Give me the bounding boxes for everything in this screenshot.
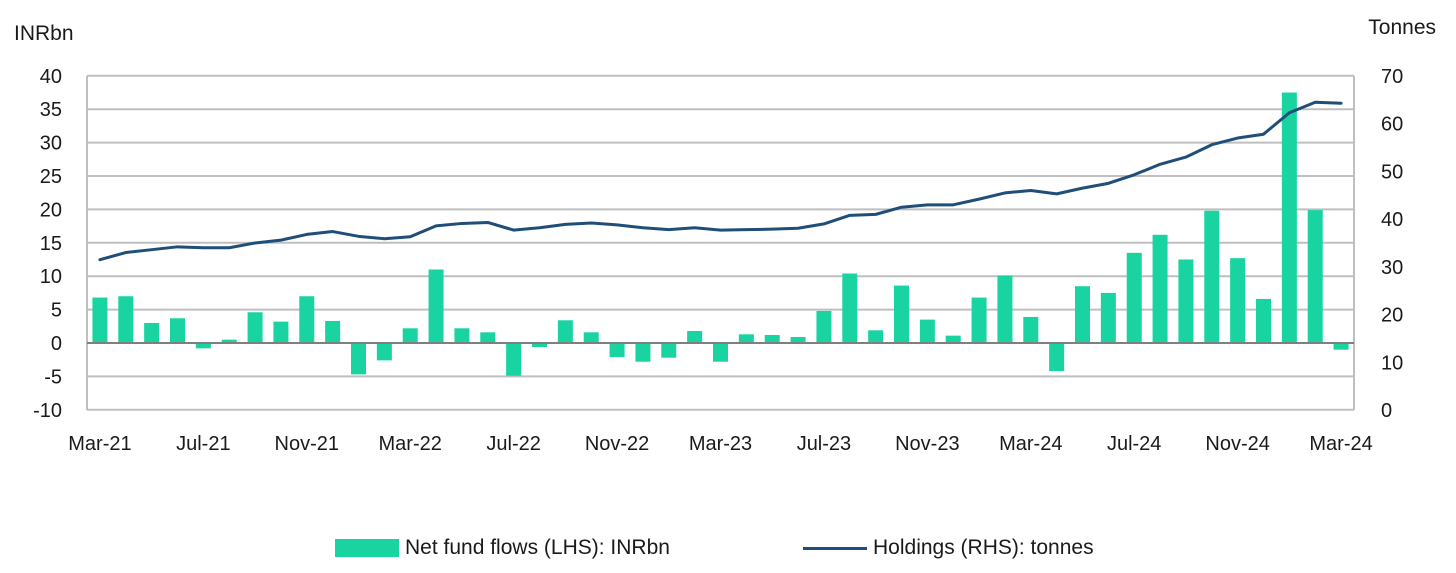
- right-y-tick-label: 70: [1381, 66, 1403, 88]
- bar-net-fund-flow: [118, 296, 134, 343]
- bar-net-fund-flow: [480, 332, 496, 343]
- right-y-axis-tick-labels: 0 10 20 30 40 50 60 70: [1381, 66, 1403, 422]
- left-y-tick-label: 25: [40, 166, 62, 188]
- bar-net-fund-flow: [842, 273, 858, 343]
- x-tick-label: Mar-21: [68, 433, 131, 455]
- bar-net-fund-flow: [506, 343, 522, 376]
- bar-net-fund-flow: [1126, 252, 1142, 343]
- left-y-tick-label: 40: [40, 66, 62, 88]
- bar-net-fund-flow: [532, 343, 547, 348]
- left-y-tick-label: 20: [40, 199, 62, 221]
- holdings-line: [98, 100, 1343, 262]
- legend-label-net-fund-flows: Net fund flows (LHS): INRbn: [405, 536, 670, 559]
- bar-net-fund-flow: [221, 339, 237, 343]
- bar-net-fund-flow: [1152, 234, 1168, 343]
- x-tick-label: Nov-23: [895, 433, 959, 455]
- left-y-axis-tick-labels: -10 -5 0 5 10 15 20 25 30 35 40: [33, 66, 62, 422]
- bar-net-fund-flow: [1204, 210, 1220, 343]
- bar-net-fund-flow: [1256, 298, 1271, 343]
- bar-net-fund-flow: [402, 328, 418, 343]
- bar-net-fund-flow: [919, 319, 935, 343]
- left-y-tick-label: 35: [40, 99, 62, 121]
- x-tick-label: Nov-21: [275, 433, 339, 455]
- bar-net-fund-flow: [1075, 286, 1090, 343]
- bar-net-fund-flow: [273, 321, 289, 343]
- bar-net-fund-flow: [1333, 343, 1349, 350]
- bar-net-fund-flow: [738, 334, 754, 343]
- bar-net-fund-flow: [945, 335, 961, 343]
- bar-net-fund-flow: [894, 285, 909, 343]
- x-tick-label: Jul-22: [486, 433, 540, 455]
- x-tick-label: Mar-24: [1309, 433, 1372, 455]
- bar-net-fund-flow: [144, 322, 160, 343]
- left-y-tick-label: -10: [33, 400, 62, 422]
- right-y-tick-label: 0: [1381, 400, 1392, 422]
- x-tick-label: Nov-24: [1205, 433, 1269, 455]
- bar-series-net-fund-flows: [92, 92, 1349, 376]
- legend-label-holdings: Holdings (RHS): tonnes: [873, 536, 1094, 559]
- bar-net-fund-flow: [195, 343, 211, 349]
- bar-net-fund-flow: [661, 343, 677, 358]
- bar-net-fund-flow: [635, 343, 651, 362]
- bar-net-fund-flow: [351, 343, 366, 375]
- left-y-tick-label: 30: [40, 133, 62, 155]
- bar-net-fund-flow: [713, 343, 728, 362]
- bar-net-fund-flow: [1307, 210, 1323, 343]
- x-tick-label: Nov-22: [585, 433, 649, 455]
- bar-net-fund-flow: [557, 320, 573, 343]
- right-y-tick-label: 40: [1381, 209, 1403, 231]
- right-y-tick-label: 50: [1381, 161, 1403, 183]
- line-series-holdings: [98, 100, 1343, 262]
- bar-net-fund-flow: [325, 320, 341, 343]
- bar-net-fund-flow: [1049, 343, 1065, 372]
- bar-net-fund-flow: [376, 343, 392, 361]
- x-tick-label: Jul-24: [1107, 433, 1161, 455]
- bar-net-fund-flow: [816, 310, 832, 343]
- bar-net-fund-flow: [971, 297, 987, 343]
- bar-net-fund-flow: [1100, 292, 1116, 343]
- bar-net-fund-flow: [1281, 92, 1297, 343]
- bar-net-fund-flow: [868, 330, 884, 343]
- right-y-tick-label: 10: [1381, 352, 1403, 374]
- legend: Net fund flows (LHS): INRbn Holdings (RH…: [0, 533, 1456, 563]
- right-y-tick-label: 30: [1381, 257, 1403, 279]
- bar-net-fund-flow: [92, 297, 108, 343]
- legend-bar-swatch: [335, 539, 399, 557]
- right-y-tick-label: 60: [1381, 114, 1403, 136]
- legend-item-holdings: Holdings (RHS): tonnes: [803, 533, 1094, 563]
- bar-net-fund-flow: [764, 334, 780, 343]
- left-axis-unit-label: INRbn: [14, 22, 74, 45]
- left-y-tick-label: 10: [40, 266, 62, 288]
- bar-net-fund-flow: [1023, 316, 1039, 343]
- bar-net-fund-flow: [1230, 258, 1246, 343]
- bar-net-fund-flow: [428, 269, 444, 343]
- gridlines: [86, 74, 1355, 411]
- legend-line-swatch: [803, 546, 867, 550]
- left-y-tick-label: 0: [51, 333, 62, 355]
- bar-net-fund-flow: [454, 328, 470, 343]
- bar-net-fund-flow: [687, 330, 703, 343]
- legend-item-net-fund-flows: Net fund flows (LHS): INRbn: [335, 533, 670, 563]
- bar-net-fund-flow: [583, 332, 599, 343]
- bar-net-fund-flow: [1178, 259, 1194, 343]
- left-y-tick-label: 15: [40, 233, 62, 255]
- x-tick-label: Mar-22: [379, 433, 442, 455]
- x-tick-label: Jul-21: [176, 433, 230, 455]
- x-tick-label: Jul-23: [797, 433, 851, 455]
- bar-net-fund-flow: [790, 336, 806, 343]
- chart: -10 -5 0 5 10 15 20 25 30 35 40 0 10 20 30 40 50 60 70 Ma…: [14, 16, 1436, 455]
- bar-net-fund-flow: [299, 296, 315, 343]
- left-y-tick-label: -5: [44, 366, 62, 388]
- x-tick-label: Mar-23: [689, 433, 752, 455]
- bar-net-fund-flow: [170, 318, 185, 343]
- right-y-tick-label: 20: [1381, 305, 1403, 327]
- x-axis-tick-labels: Mar-21 Jul-21 Nov-21 Mar-22 Jul-22 Nov-22 Mar-…: [68, 433, 1372, 455]
- bar-net-fund-flow: [247, 312, 263, 343]
- left-y-tick-label: 5: [51, 300, 62, 322]
- x-tick-label: Mar-24: [999, 433, 1062, 455]
- bar-net-fund-flow: [609, 343, 625, 358]
- right-axis-unit-label: Tonnes: [1368, 16, 1436, 39]
- bar-net-fund-flow: [997, 275, 1013, 343]
